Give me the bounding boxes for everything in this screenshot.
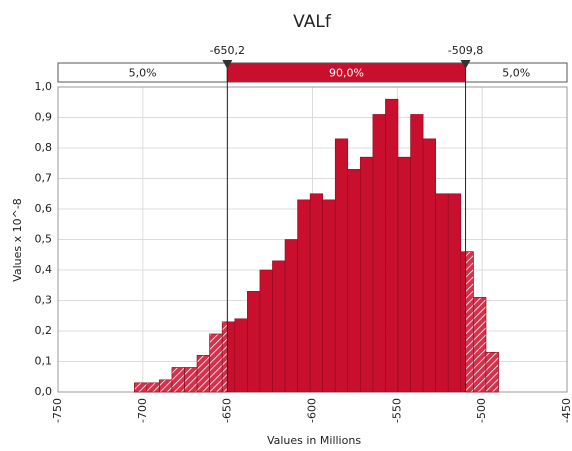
percentile-label: 90,0% xyxy=(329,67,364,80)
bar xyxy=(422,138,436,393)
y-tick-label: 0,5 xyxy=(35,233,53,246)
bar-tail-hatch xyxy=(221,321,228,393)
x-tick-label: -450 xyxy=(560,398,572,423)
y-tick-label: 0,6 xyxy=(35,202,53,215)
bar-tail-hatch xyxy=(184,367,198,393)
y-tick-label: 0,4 xyxy=(35,263,53,276)
bar xyxy=(272,260,286,393)
y-tick-label: 1,0 xyxy=(35,80,53,93)
delimiter-label: -650,2 xyxy=(210,44,245,57)
bar-tail-hatch xyxy=(134,382,148,393)
bar xyxy=(297,199,311,393)
delimiter-marker xyxy=(460,60,471,69)
bar xyxy=(309,193,323,393)
y-tick-label: 0,2 xyxy=(35,324,53,337)
bar xyxy=(247,291,261,393)
y-axis-label: Values x 10^-8 xyxy=(11,198,24,282)
y-tick-label: 0,0 xyxy=(35,385,53,398)
y-tick-label: 0,8 xyxy=(35,141,53,154)
bar xyxy=(234,318,248,393)
y-tick-label: 0,1 xyxy=(35,355,53,368)
bar xyxy=(284,239,298,393)
bar xyxy=(435,193,449,393)
bar xyxy=(259,269,273,393)
x-tick-label: -600 xyxy=(306,398,319,423)
bar-tail-hatch xyxy=(465,251,474,393)
delimiter-label: -509,8 xyxy=(448,44,483,57)
bar-tail-hatch xyxy=(196,355,210,393)
delimiter-marker xyxy=(222,60,233,69)
x-tick-label: -550 xyxy=(390,398,403,423)
bar xyxy=(410,114,424,393)
x-tick-label: -500 xyxy=(475,398,488,423)
bar-tail-hatch xyxy=(159,379,173,393)
bar xyxy=(347,169,361,393)
percentile-label: 5,0% xyxy=(502,67,530,80)
bar-tail-hatch xyxy=(209,333,223,393)
x-tick-label: -750 xyxy=(51,398,64,423)
bar-tail-hatch xyxy=(171,367,185,393)
bar xyxy=(385,98,399,393)
y-tick-label: 0,3 xyxy=(35,294,53,307)
bar xyxy=(397,156,411,393)
percentile-label: 5,0% xyxy=(129,67,157,80)
x-tick-label: -700 xyxy=(136,398,149,423)
x-tick-label: -650 xyxy=(221,398,234,423)
y-tick-label: 0,7 xyxy=(35,172,53,185)
bar-tail-hatch xyxy=(485,352,499,393)
bar xyxy=(334,138,349,393)
bar xyxy=(360,156,374,393)
bar xyxy=(447,193,462,393)
x-axis-label: Values in Millions xyxy=(267,434,361,447)
bar-tail-hatch xyxy=(473,297,487,393)
chart-title: VALf xyxy=(293,12,332,32)
y-tick-label: 0,9 xyxy=(35,111,53,124)
bar-tail-hatch xyxy=(146,382,160,393)
bar xyxy=(372,114,386,393)
bar xyxy=(322,199,336,393)
